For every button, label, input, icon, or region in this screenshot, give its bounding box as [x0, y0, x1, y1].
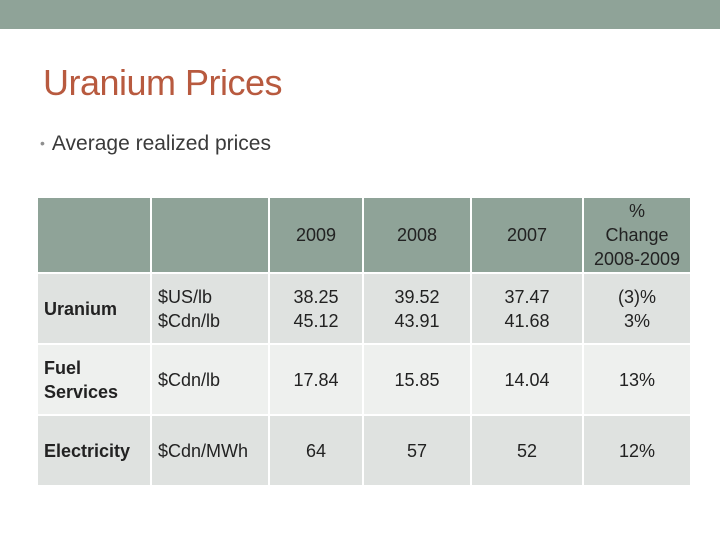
change-cell: 12%	[582, 414, 692, 487]
header-cell-label	[36, 196, 152, 274]
table-header-row: 2009 2008 2007 % Change 2008-2009	[36, 196, 692, 274]
header-cell-2007: 2007	[470, 196, 584, 274]
row-label: Uranium	[36, 272, 152, 345]
value-cell-2008: 15.85	[362, 343, 472, 416]
table-row: Electricity $Cdn/MWh 64 57 52 12%	[36, 414, 692, 487]
unit-cell: $Cdn/lb	[150, 343, 270, 416]
top-band	[0, 0, 720, 29]
change-cell: 13%	[582, 343, 692, 416]
value-cell-2008: 57	[362, 414, 472, 487]
prices-table: 2009 2008 2007 % Change 2008-2009 Uraniu…	[36, 196, 692, 487]
value-cell-2009: 17.84	[268, 343, 364, 416]
bullet-item: • Average realized prices	[40, 132, 271, 156]
value-cell-2007: 52	[470, 414, 584, 487]
unit-cell: $US/lb $Cdn/lb	[150, 272, 270, 345]
bullet-dot-icon: •	[40, 135, 45, 151]
table-row: Fuel Services $Cdn/lb 17.84 15.85 14.04 …	[36, 343, 692, 416]
change-cell: (3)% 3%	[582, 272, 692, 345]
value-cell-2008: 39.52 43.91	[362, 272, 472, 345]
header-cell-unit	[150, 196, 270, 274]
row-label: Electricity	[36, 414, 152, 487]
header-cell-change: % Change 2008-2009	[582, 196, 692, 274]
table-row: Uranium $US/lb $Cdn/lb 38.25 45.12 39.52…	[36, 272, 692, 345]
value-cell-2009: 38.25 45.12	[268, 272, 364, 345]
value-cell-2007: 14.04	[470, 343, 584, 416]
slide-title: Uranium Prices	[43, 62, 283, 103]
unit-cell: $Cdn/MWh	[150, 414, 270, 487]
row-label: Fuel Services	[36, 343, 152, 416]
value-cell-2007: 37.47 41.68	[470, 272, 584, 345]
bullet-text: Average realized prices	[51, 132, 271, 155]
value-cell-2009: 64	[268, 414, 364, 487]
header-cell-2008: 2008	[362, 196, 472, 274]
header-cell-2009: 2009	[268, 196, 364, 274]
